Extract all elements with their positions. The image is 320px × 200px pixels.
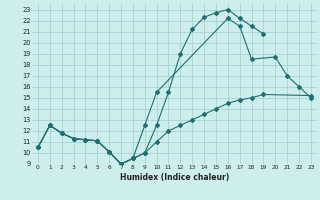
X-axis label: Humidex (Indice chaleur): Humidex (Indice chaleur) xyxy=(120,173,229,182)
